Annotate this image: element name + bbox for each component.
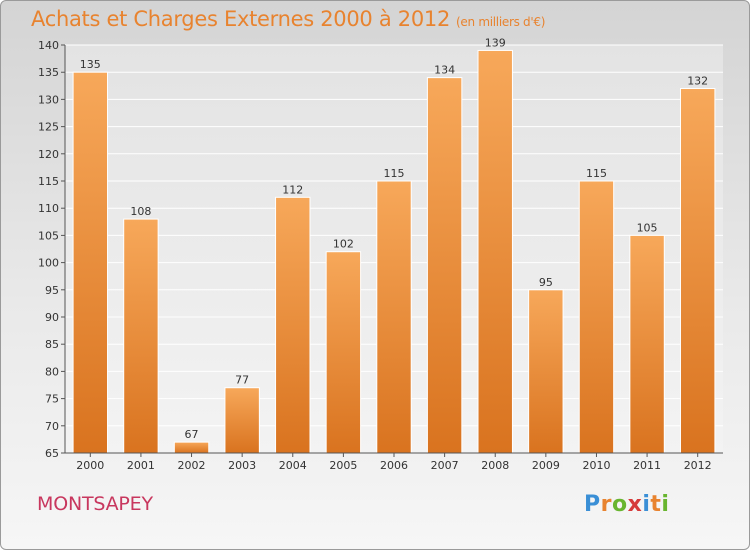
- bar-2011: [629, 234, 665, 454]
- y-tick-label: 100: [38, 257, 59, 270]
- bar-2012: [679, 88, 716, 454]
- value-label-2004: 112: [282, 183, 303, 196]
- bar-2004: [275, 196, 311, 454]
- value-label-2010: 115: [586, 167, 607, 180]
- x-tick-label-2010: 2010: [582, 459, 610, 472]
- x-tick-label-2008: 2008: [481, 459, 509, 472]
- y-tick-label: 130: [38, 93, 59, 106]
- y-tick-label: 115: [38, 175, 59, 188]
- y-tick-label: 75: [45, 393, 59, 406]
- logo-letter: P: [584, 492, 601, 517]
- x-tick-label-2000: 2000: [76, 459, 104, 472]
- bar-2006: [376, 180, 412, 454]
- y-tick-label: 95: [45, 284, 59, 297]
- chart-unit: (en milliers d'€): [456, 15, 546, 29]
- y-tick-label: 65: [45, 447, 59, 460]
- x-tick-label-2005: 2005: [329, 459, 357, 472]
- bar-2005: [325, 251, 362, 454]
- x-tick-label-2001: 2001: [127, 459, 155, 472]
- bar-2000: [72, 71, 109, 454]
- chart-title: Achats et Charges Externes 2000 à 2012 (e…: [31, 7, 546, 31]
- logo-letter: x: [627, 492, 643, 517]
- proxiti-logo: Proxiti: [584, 492, 669, 517]
- value-label-2003: 77: [235, 374, 249, 387]
- bar-2007: [426, 77, 463, 454]
- x-tick-label-2012: 2012: [684, 459, 712, 472]
- bar-2001: [123, 218, 159, 454]
- value-label-2001: 108: [130, 205, 151, 218]
- x-tick-label-2004: 2004: [279, 459, 307, 472]
- x-tick-label-2011: 2011: [633, 459, 661, 472]
- x-tick-label-2009: 2009: [532, 459, 560, 472]
- x-tick-label-2007: 2007: [431, 459, 459, 472]
- y-tick-label: 80: [45, 365, 59, 378]
- y-tick-label: 140: [38, 39, 59, 52]
- y-tick-label: 70: [45, 420, 59, 433]
- bar-2010: [578, 180, 615, 454]
- value-label-2008: 139: [485, 36, 506, 49]
- value-label-2009: 95: [539, 276, 553, 289]
- y-tick-label: 125: [38, 121, 59, 134]
- municipality-name: MONTSAPEY: [37, 493, 153, 515]
- logo-letter: i: [661, 492, 670, 517]
- logo-letter: o: [611, 492, 628, 517]
- value-label-2005: 102: [333, 238, 354, 251]
- value-label-2006: 115: [384, 167, 405, 180]
- y-tick-label: 85: [45, 338, 59, 351]
- logo-letter: r: [600, 492, 612, 517]
- bar-2009: [528, 289, 564, 454]
- y-tick-label: 90: [45, 311, 59, 324]
- bar-2002: [173, 441, 210, 454]
- y-tick-label: 120: [38, 148, 59, 161]
- logo-letter: i: [642, 492, 651, 517]
- value-label-2011: 105: [637, 221, 658, 234]
- value-label-2002: 67: [185, 428, 199, 441]
- x-tick-label-2006: 2006: [380, 459, 408, 472]
- y-tick-label: 110: [38, 202, 59, 215]
- y-tick-label: 105: [38, 229, 59, 242]
- bar-2003: [224, 387, 260, 454]
- x-tick-label-2002: 2002: [178, 459, 206, 472]
- x-tick-label-2003: 2003: [228, 459, 256, 472]
- value-label-2012: 132: [687, 75, 708, 88]
- bar-2008: [477, 49, 513, 454]
- value-label-2000: 135: [80, 58, 101, 71]
- value-label-2007: 134: [434, 64, 455, 77]
- logo-letter: t: [650, 492, 662, 517]
- y-tick-label: 135: [38, 66, 59, 79]
